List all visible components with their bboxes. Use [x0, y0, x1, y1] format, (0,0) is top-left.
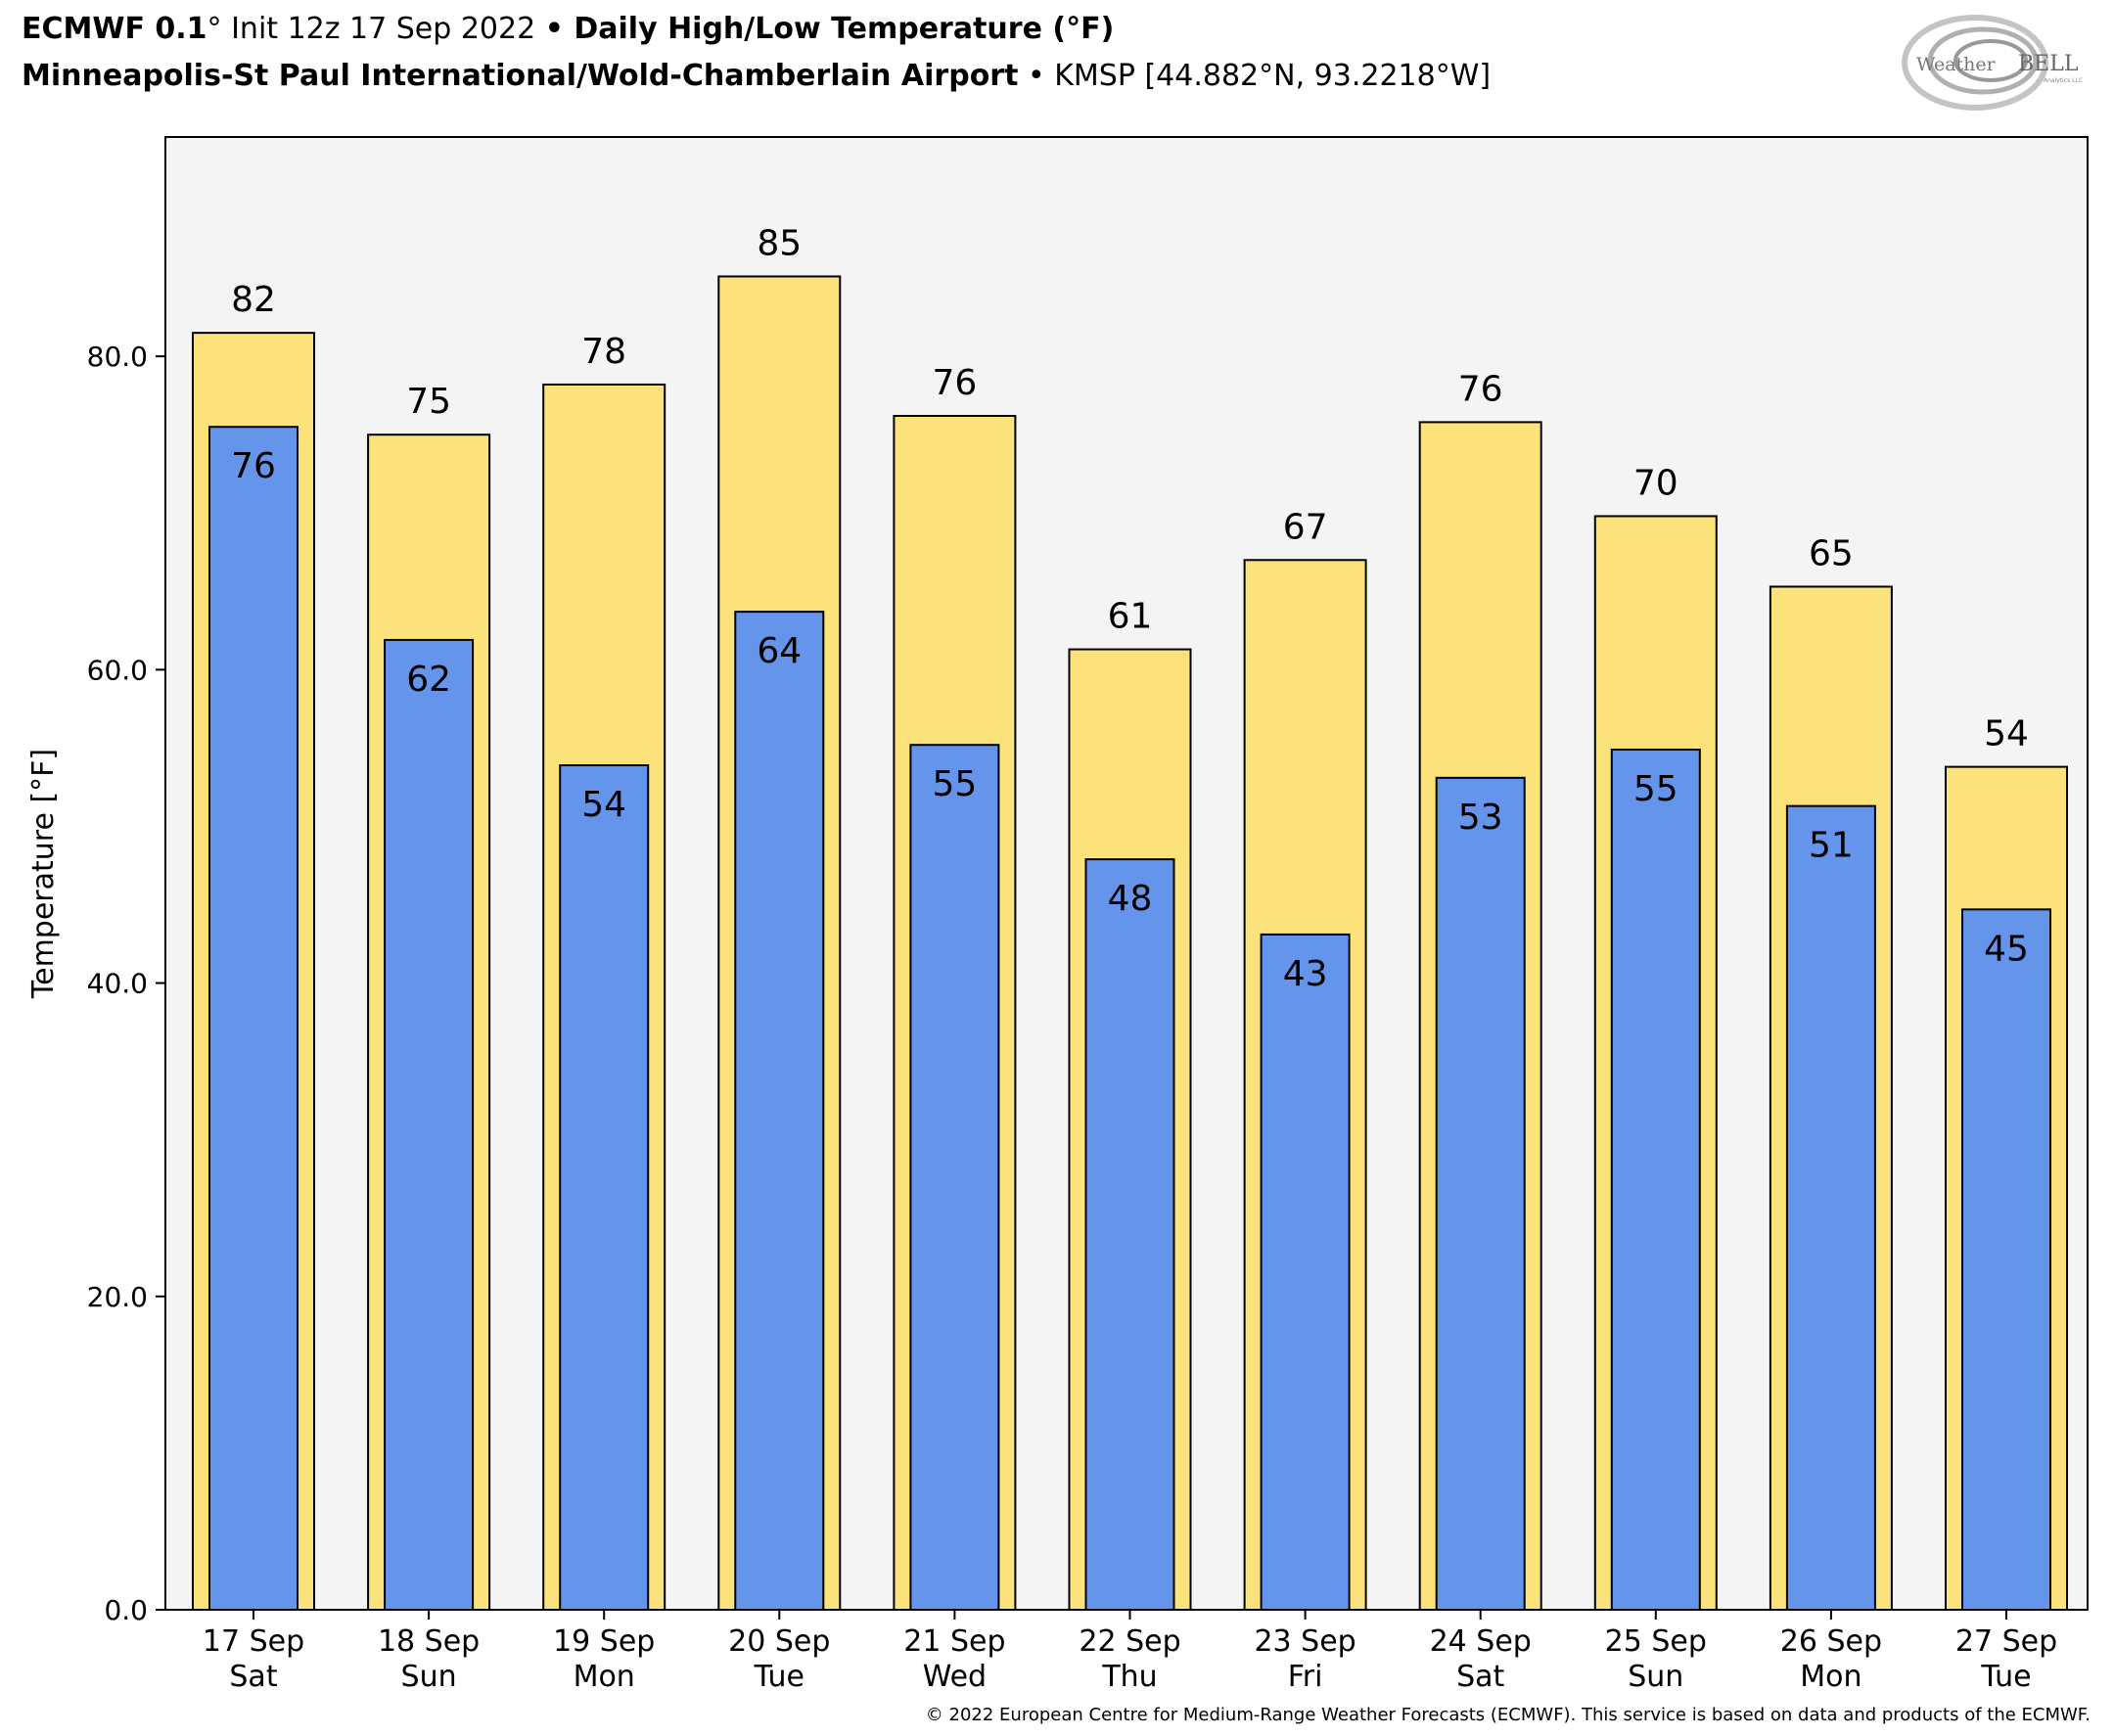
high-value-label: 61 — [1108, 597, 1153, 637]
high-value-label: 85 — [757, 223, 802, 263]
x-tick-label-weekday: Fri — [1288, 1660, 1323, 1694]
low-bar — [384, 638, 475, 1611]
high-value-label: 76 — [1458, 369, 1503, 409]
x-tick-label-date: 24 Sep — [1430, 1624, 1532, 1659]
x-tick-label-weekday: Sun — [1628, 1660, 1683, 1694]
low-bar — [559, 764, 650, 1611]
product-name: Daily High/Low Temperature (°F) — [563, 12, 1115, 46]
logo-text-right: BELL — [2018, 52, 2079, 76]
x-tick-label-date: 17 Sep — [203, 1624, 304, 1659]
low-value-label: 45 — [1984, 929, 2029, 969]
y-tick-label: 20.0 — [87, 1281, 148, 1313]
model-name: ECMWF 0.1 — [22, 12, 207, 46]
station-info: KMSP [44.882°N, 93.2218°W] — [1044, 59, 1492, 93]
x-tick-label-weekday: Mon — [574, 1660, 635, 1694]
x-tick-label-weekday: Sun — [401, 1660, 457, 1694]
low-value-label: 53 — [1458, 798, 1503, 838]
low-bar — [734, 611, 825, 1611]
subtitle-bullet: • — [1028, 59, 1045, 93]
x-tick-label-weekday: Tue — [754, 1660, 804, 1694]
title-bullet: • — [544, 12, 564, 46]
low-bar — [1610, 749, 1701, 1611]
x-tick-label-weekday: Tue — [1980, 1660, 2031, 1694]
low-bar — [1084, 858, 1175, 1611]
chart-subtitle: Minneapolis-St Paul International/Wold-C… — [22, 59, 1491, 93]
station-name: Minneapolis-St Paul International/Wold-C… — [22, 59, 1019, 93]
x-tick-label-date: 21 Sep — [903, 1624, 1005, 1659]
high-value-label: 70 — [1633, 463, 1678, 503]
low-value-label: 54 — [581, 785, 626, 825]
y-tick-label: 80.0 — [87, 341, 148, 373]
low-bar — [208, 426, 299, 1612]
x-tick-label-date: 25 Sep — [1605, 1624, 1707, 1659]
low-bar — [1961, 908, 2051, 1611]
low-bar — [1785, 804, 1876, 1611]
x-tick-label-date: 23 Sep — [1254, 1624, 1356, 1659]
high-value-label: 54 — [1984, 714, 2029, 754]
high-value-label: 65 — [1809, 534, 1854, 574]
low-value-label: 76 — [231, 446, 276, 486]
high-value-label: 76 — [932, 363, 977, 403]
logo-text-left: Weather — [1916, 54, 1997, 75]
high-value-label: 82 — [231, 280, 276, 320]
weatherbell-logo: Weather BELL Analytics LLC — [1902, 15, 2083, 111]
low-value-label: 51 — [1809, 826, 1854, 866]
low-value-label: 62 — [406, 660, 451, 700]
y-tick-label: 40.0 — [87, 968, 148, 1000]
low-bar — [1435, 776, 1526, 1611]
low-bar — [909, 744, 1000, 1611]
x-tick-label-date: 22 Sep — [1079, 1624, 1180, 1659]
x-tick-label-date: 18 Sep — [378, 1624, 480, 1659]
high-value-label: 67 — [1283, 507, 1328, 547]
y-tick-label: 60.0 — [87, 654, 148, 686]
chart-title: ECMWF 0.1° Init 12z 17 Sep 2022 • Daily … — [22, 12, 1114, 46]
degree-symbol: ° — [207, 12, 222, 46]
low-value-label: 64 — [757, 631, 802, 671]
high-value-label: 75 — [406, 382, 451, 422]
low-value-label: 43 — [1283, 954, 1328, 994]
low-value-label: 48 — [1108, 879, 1153, 919]
x-tick-label-weekday: Mon — [1800, 1660, 1861, 1694]
init-time: Init 12z 17 Sep 2022 — [221, 12, 545, 46]
x-tick-label-weekday: Sat — [1456, 1660, 1504, 1694]
low-bar — [1260, 933, 1351, 1611]
x-tick-label-date: 27 Sep — [1955, 1624, 2057, 1659]
x-tick-label-date: 26 Sep — [1780, 1624, 1882, 1659]
logo-subtext: Analytics LLC — [2044, 77, 2083, 84]
high-value-label: 78 — [581, 332, 626, 372]
copyright-credit: © 2022 European Centre for Medium-Range … — [925, 1705, 2091, 1725]
y-tick-label: 0.0 — [104, 1594, 148, 1626]
x-tick-label-weekday: Sat — [229, 1660, 277, 1694]
x-tick-label-date: 19 Sep — [553, 1624, 655, 1659]
low-value-label: 55 — [1633, 769, 1678, 809]
x-tick-label-date: 20 Sep — [728, 1624, 830, 1659]
y-axis-label: Temperature [°F] — [26, 749, 61, 999]
x-tick-label-weekday: Wed — [923, 1660, 987, 1694]
x-tick-label-weekday: Thu — [1101, 1660, 1157, 1694]
low-value-label: 55 — [932, 764, 977, 804]
